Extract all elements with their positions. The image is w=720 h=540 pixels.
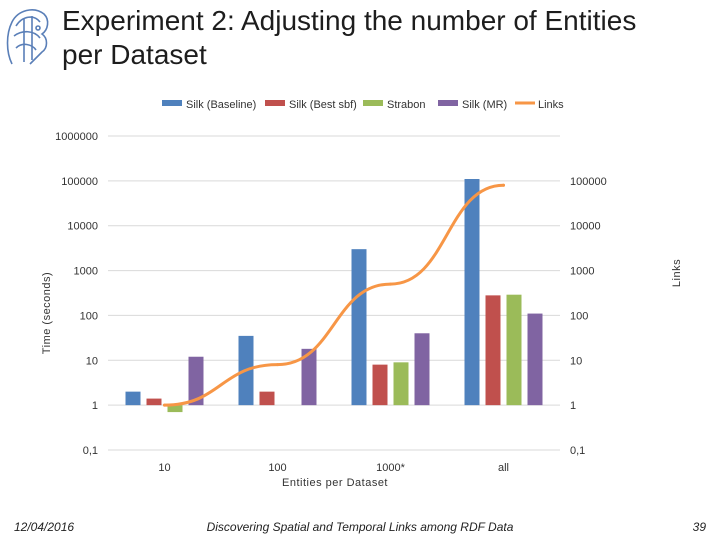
legend-swatch [265,100,285,106]
bar [372,364,388,406]
y2-tick-label: 100 [570,310,588,322]
bar [301,348,317,406]
y-tick-label: 10 [86,355,98,367]
logo [6,9,49,65]
chart: 10000001000001000010001001010,1100000100… [41,99,683,489]
legend-swatch [162,100,182,106]
y2-axis-label: Links [671,259,683,287]
legend-swatch [438,100,458,106]
bar [506,294,522,406]
line-links [163,183,505,407]
line-point [502,183,505,187]
bar [351,249,367,406]
bar [188,356,204,406]
legend-label: Links [538,99,564,111]
y-tick-label: 10000 [67,221,98,233]
x-tick-label: 1000* [376,462,405,474]
bar [167,405,183,413]
bar [485,295,501,406]
footer-title: Discovering Spatial and Temporal Links a… [206,520,514,534]
bar [393,362,409,406]
y2-tick-label: 10000 [570,221,601,233]
line-point [276,363,279,367]
y-tick-label: 1000000 [55,131,98,143]
x-tick-label: all [498,462,509,474]
x-tick-label: 100 [268,462,286,474]
legend-label: Strabon [387,99,426,111]
bar [125,391,141,406]
bar [414,333,430,406]
y-tick-label: 100 [80,310,98,322]
y2-tick-label: 10 [570,355,582,367]
legend-label: Silk (Baseline) [186,99,256,111]
y2-tick-label: 1 [570,400,576,412]
bar [259,391,275,406]
y2-tick-label: 100000 [570,176,607,188]
bar [527,313,543,406]
x-tick-label: 10 [158,462,170,474]
slide-title: Experiment 2: Adjusting the number of En… [62,5,637,70]
legend-label: Silk (Best sbf) [289,99,357,111]
y-tick-label: 1000 [74,266,98,278]
legend-label: Silk (MR) [462,99,507,111]
y2-tick-label: 0,1 [570,445,585,457]
legend-swatch [363,100,383,106]
y-tick-label: 100000 [61,176,98,188]
footer-date: 12/04/2016 [14,520,75,534]
bar [464,179,480,406]
y2-tick-label: 1000 [570,266,594,278]
y-axis-label: Time (seconds) [41,272,53,354]
athena-head-icon [6,9,49,65]
y-tick-label: 1 [92,400,98,412]
y-tick-label: 0,1 [83,445,98,457]
line-point [389,282,392,286]
bar [146,398,162,406]
x-axis-label: Entities per Dataset [282,477,388,489]
page-number: 39 [692,520,706,534]
line-point [163,403,166,407]
